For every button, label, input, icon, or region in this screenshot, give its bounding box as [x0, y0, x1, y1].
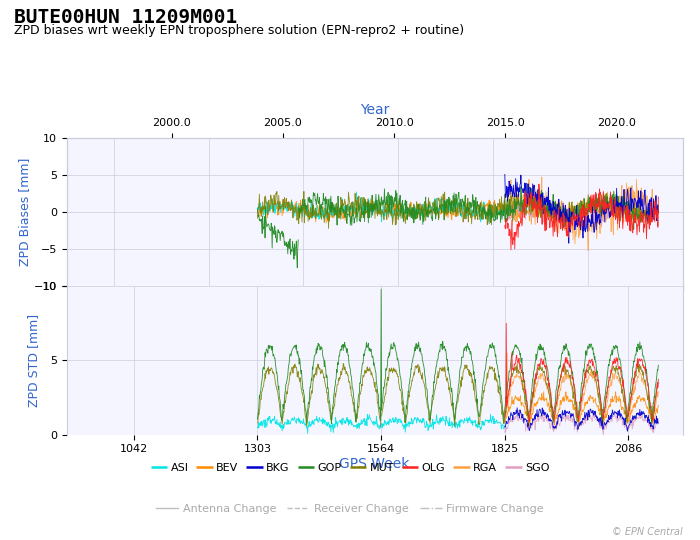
- Y-axis label: ZPD STD [mm]: ZPD STD [mm]: [27, 314, 40, 407]
- Legend: Antenna Change, Receiver Change, Firmware Change: Antenna Change, Receiver Change, Firmwar…: [151, 500, 549, 518]
- Legend: ASI, BEV, BKG, GOP, MUT, OLG, RGA, SGO: ASI, BEV, BKG, GOP, MUT, OLG, RGA, SGO: [146, 459, 554, 478]
- X-axis label: Year: Year: [360, 103, 389, 117]
- X-axis label: GPS Week: GPS Week: [340, 457, 410, 471]
- Y-axis label: ZPD Biases [mm]: ZPD Biases [mm]: [18, 158, 31, 266]
- Text: © EPN Central: © EPN Central: [612, 527, 682, 537]
- Text: ZPD biases wrt weekly EPN troposphere solution (EPN-repro2 + routine): ZPD biases wrt weekly EPN troposphere so…: [14, 24, 464, 37]
- Text: BUTE00HUN 11209M001: BUTE00HUN 11209M001: [14, 8, 237, 27]
